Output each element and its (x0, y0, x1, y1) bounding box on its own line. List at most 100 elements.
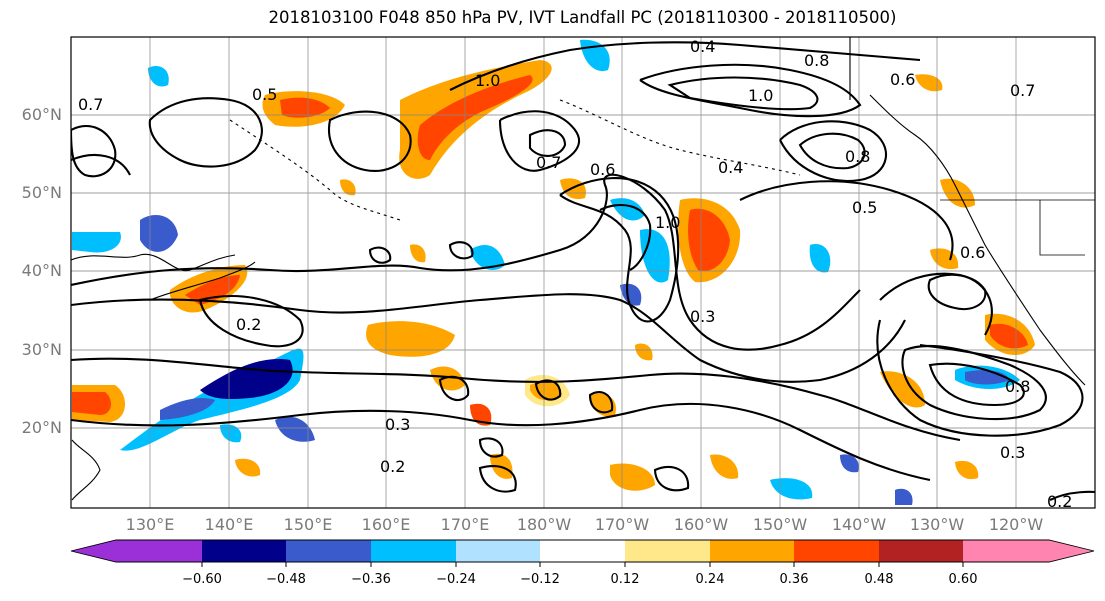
colorbar-segment (710, 540, 794, 562)
shade-patch (140, 215, 178, 252)
colorbar-outline (70, 539, 1095, 563)
coastlines (71, 37, 1095, 501)
colorbar-segment (371, 540, 456, 562)
shade-patch (610, 463, 655, 491)
colorbar-tick-label: 0.36 (779, 572, 809, 587)
colorbar-segment (794, 540, 879, 562)
lon-label: 160°W (673, 515, 729, 534)
colorbar-segment (286, 540, 371, 562)
shade-patch (148, 65, 169, 87)
contour-label: 0.2 (1047, 492, 1072, 511)
colorbar-segment (879, 540, 963, 562)
colorbar-tick-label: −0.48 (266, 572, 306, 587)
shade-patch (430, 366, 465, 391)
contour-label: 0.3 (385, 415, 410, 434)
shade-patch (640, 229, 670, 283)
shade-patch (560, 178, 586, 200)
lon-label: 180°W (516, 515, 572, 534)
colorbar-segment (456, 540, 540, 562)
lat-label: 20°N (21, 418, 62, 437)
lon-label: 130°W (909, 515, 965, 534)
lon-label: 120°W (988, 515, 1044, 534)
shade-patch (366, 321, 455, 357)
lon-label: 140°E (204, 515, 254, 534)
colorbar-tick-label: 0.24 (695, 572, 725, 587)
colorbar-ticks (201, 562, 964, 567)
colorbar-segment (625, 540, 710, 562)
shade-patch (620, 283, 642, 306)
colorbar-tick-label: −0.24 (436, 572, 476, 587)
shade-patch (840, 454, 859, 473)
lat-label: 40°N (21, 261, 62, 280)
pv-contours (71, 41, 1095, 501)
contour-label: 1.0 (475, 71, 500, 90)
shade-patch (915, 74, 943, 92)
shade-patch (417, 75, 533, 160)
shade-patch (470, 245, 505, 270)
map-title: 2018103100 F048 850 hPa PV, IVT Landfall… (268, 8, 897, 27)
shade-patch (340, 179, 356, 196)
contour-label: 1.0 (748, 86, 773, 105)
colorbar-tick-label: 0.60 (948, 572, 978, 587)
shade-patch (990, 323, 1028, 349)
contour-label: 0.7 (1010, 81, 1035, 100)
lon-label: 160°E (361, 515, 411, 534)
contour-label: 0.2 (380, 457, 405, 476)
shade-patch (895, 488, 913, 505)
contour-label: 0.5 (252, 85, 277, 104)
lon-label: 150°W (752, 515, 808, 534)
colorbar-segment (202, 540, 286, 562)
map-content: 0.5 1.0 0.4 0.8 1.0 0.6 0.7 0.7 0.6 0.4 … (71, 37, 1095, 511)
colorbar-tick-label: 0.48 (864, 572, 894, 587)
shade-patch (280, 97, 330, 118)
shade-patch (220, 424, 242, 443)
lat-label: 50°N (21, 183, 62, 202)
colorbar-segment (116, 540, 202, 562)
shade-patch (635, 343, 653, 361)
shade-patch (880, 371, 925, 408)
shade-patch (200, 359, 293, 400)
shade-patch (185, 275, 240, 305)
colorbar-tick-label: −0.60 (182, 572, 222, 587)
shade-patch (770, 478, 813, 500)
contour-label: 0.2 (236, 315, 261, 334)
shade-patch (809, 244, 831, 273)
lon-label: 130°E (125, 515, 175, 534)
colorbar-tick-label: 0.12 (610, 572, 640, 587)
contour-label: 0.8 (845, 147, 870, 166)
lon-label: 140°W (831, 515, 887, 534)
shade-patch (235, 458, 261, 477)
shade-patch (688, 208, 730, 272)
shade-patch (530, 381, 562, 401)
contour-label: 0.3 (1000, 443, 1025, 462)
contour-label: 0.6 (890, 70, 915, 89)
colorbar-tick-label: −0.36 (351, 572, 391, 587)
colorbar-tick-label: −0.12 (520, 572, 560, 587)
contour-label: 0.6 (590, 160, 615, 179)
shade-patch (72, 232, 121, 253)
lon-label: 170°W (594, 515, 650, 534)
colorbar-max-arrow (1049, 540, 1094, 562)
shade-patch (710, 454, 739, 479)
contour-label: 0.5 (852, 198, 877, 217)
contour-label: 0.3 (690, 307, 715, 326)
colorbar (70, 539, 1095, 567)
contour-label: 0.4 (690, 37, 715, 56)
lon-label: 170°E (440, 515, 490, 534)
lat-label: 60°N (21, 105, 62, 124)
contour-label: 0.6 (960, 243, 985, 262)
shade-patch (275, 416, 315, 442)
shade-patch (160, 398, 215, 420)
contour-labels: 0.5 1.0 0.4 0.8 1.0 0.6 0.7 0.7 0.6 0.4 … (78, 37, 1072, 511)
colorbar-min-arrow (71, 540, 116, 562)
shade-patch (410, 244, 426, 263)
contour-label: 0.8 (1005, 377, 1030, 396)
contour-label: 0.8 (804, 51, 829, 70)
colorbar-segment (963, 540, 1049, 562)
contour-label: 1.0 (655, 213, 680, 232)
shade-patch (610, 198, 645, 221)
colorbar-segment (540, 540, 625, 562)
map-frame (70, 36, 1096, 509)
shade-patch (955, 460, 979, 480)
